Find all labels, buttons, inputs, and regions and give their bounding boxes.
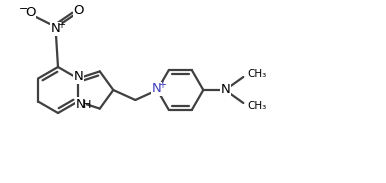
Text: +: + (57, 20, 65, 30)
Text: CH₃: CH₃ (247, 101, 267, 111)
Text: O: O (25, 7, 35, 20)
Text: H: H (83, 100, 91, 111)
Text: N: N (51, 23, 61, 36)
Text: O: O (74, 5, 84, 18)
Text: N: N (74, 70, 84, 83)
Text: N: N (151, 83, 161, 96)
Text: N: N (76, 98, 86, 111)
Text: N: N (220, 83, 230, 96)
Text: +: + (158, 80, 166, 90)
Text: CH₃: CH₃ (247, 69, 267, 79)
Text: −: − (19, 4, 29, 14)
